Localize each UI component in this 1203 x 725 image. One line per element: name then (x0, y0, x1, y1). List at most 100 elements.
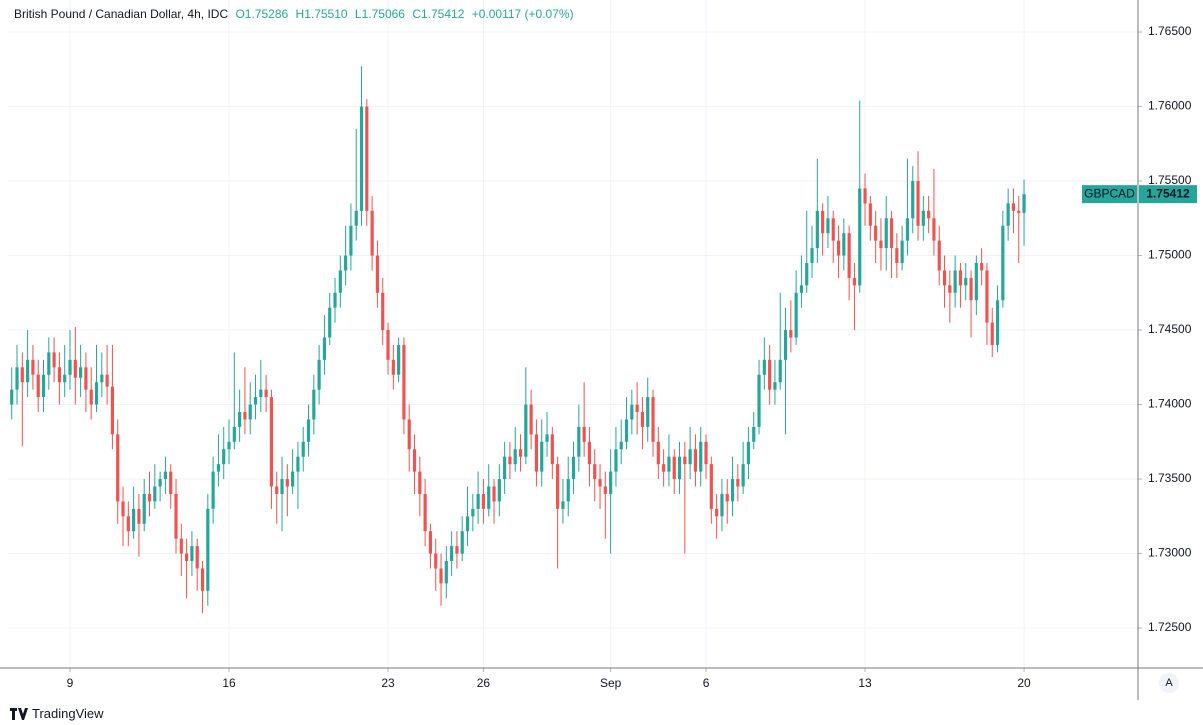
candle-body (344, 255, 348, 271)
candle-body (285, 479, 289, 487)
candle-body (439, 568, 443, 584)
candle-body (624, 419, 629, 442)
candle-body (969, 277, 973, 301)
candle-body (603, 486, 607, 494)
candle-body (889, 218, 894, 249)
last-price-tag (1139, 185, 1197, 204)
candle-body (423, 493, 427, 532)
candle-body (110, 386, 115, 435)
candle-body (746, 441, 751, 465)
candle-body (783, 330, 788, 360)
candle-body (105, 374, 109, 387)
candle-body (291, 471, 295, 487)
candle-body (481, 493, 486, 509)
candle-body (26, 359, 30, 383)
candle-body (397, 344, 401, 375)
candle-body (656, 441, 660, 465)
candle-body (142, 493, 146, 524)
y-tick-label: 1.72500 (1148, 620, 1192, 634)
candle-body (868, 203, 872, 226)
candle-body (132, 508, 136, 532)
chart: 1.72500 1.73000 1.73500 1.74000 1.74500 1.750… (0, 0, 1203, 700)
ohlc-change: +0.00117 (+0.07%) (471, 7, 574, 21)
symbol-tag (1082, 185, 1137, 204)
candle-body (815, 210, 819, 249)
candle-body (126, 516, 130, 532)
candle-body (275, 486, 279, 494)
x-tick-label: 26 (477, 676, 491, 690)
candle-body (842, 233, 846, 256)
ohlc-open: O1.75286 (235, 7, 289, 21)
candle-body (94, 382, 99, 405)
candle-body (577, 426, 581, 457)
candle-body (216, 464, 221, 472)
candle-body (582, 426, 586, 442)
candle-body (980, 262, 984, 271)
candle-body (826, 218, 830, 234)
candle-body (900, 240, 904, 263)
candle-body (232, 426, 236, 442)
candle-body (375, 255, 380, 293)
candle-body (942, 270, 947, 286)
candle-body (407, 419, 411, 450)
candle-body (1022, 194, 1026, 213)
x-tick-label: 13 (858, 676, 872, 690)
candle-body (418, 471, 422, 494)
candle-body (476, 493, 480, 509)
candle-body (709, 464, 713, 509)
x-tick-label: 9 (67, 676, 74, 690)
candle-body (704, 441, 708, 465)
candle-body (545, 434, 549, 442)
candle-body (264, 389, 268, 398)
candle-body (905, 218, 910, 241)
candle-body (556, 464, 560, 509)
candle-body (529, 404, 533, 435)
candle-body (561, 501, 565, 509)
candle-body (789, 330, 793, 338)
ohlc-high: H1.75510 (295, 7, 348, 21)
y-tick-label: 1.76500 (1148, 24, 1192, 38)
candle-body (672, 456, 676, 480)
candle-body (852, 277, 857, 286)
candle-body (1011, 203, 1016, 211)
candle-body (916, 181, 920, 226)
candle-body (667, 456, 671, 472)
candle-body (821, 210, 825, 234)
candle-body (312, 389, 316, 420)
candle-body (688, 449, 692, 465)
candle-body (190, 546, 194, 562)
candle-body (200, 568, 205, 591)
candle-body (953, 270, 957, 293)
candle-body (41, 374, 46, 398)
candle-body (222, 449, 226, 465)
x-tick-label: 16 (222, 676, 236, 690)
candle-body (836, 240, 841, 256)
candle-body (455, 546, 459, 554)
candle-body (89, 389, 93, 405)
candle-body (752, 426, 756, 442)
candle-body (593, 464, 597, 480)
brand-name: TradingView (32, 706, 104, 721)
y-tick-label: 1.75500 (1148, 173, 1192, 187)
candle-body (259, 389, 263, 398)
candle-body (609, 471, 613, 494)
candle-body (630, 404, 634, 420)
candle-body (301, 441, 305, 457)
candle-body (736, 479, 740, 487)
candle-body (497, 479, 501, 502)
symbol-tag-label: GBPCAD (1084, 186, 1135, 200)
candle-body (15, 367, 19, 390)
candle-body (20, 367, 24, 383)
candle-body (598, 479, 602, 487)
candle-body (730, 479, 735, 502)
y-tick-label: 1.73000 (1148, 546, 1192, 560)
candle-body (831, 218, 835, 241)
auto-scale-button[interactable]: A (1159, 673, 1179, 693)
candle-body (52, 352, 56, 368)
candle-body (540, 441, 544, 472)
brand[interactable]: TradingView (10, 706, 104, 721)
candle-body (296, 456, 300, 472)
candle-body (715, 508, 719, 517)
candle-body (566, 479, 570, 502)
candle-body (248, 404, 252, 420)
